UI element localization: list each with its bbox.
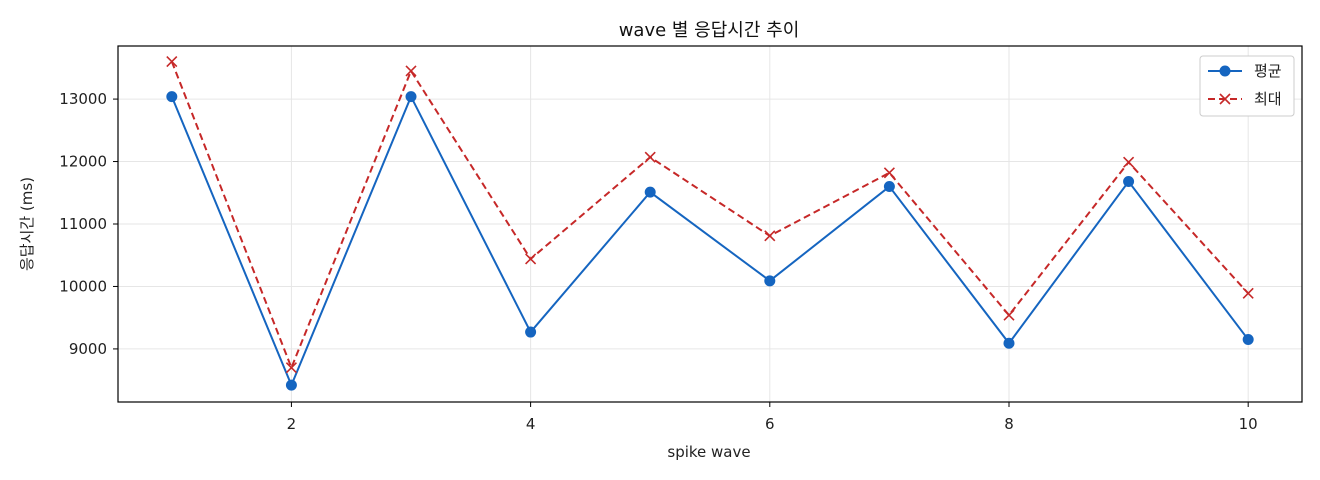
x-axis-label: spike wave (667, 443, 750, 461)
data-point (405, 91, 417, 103)
data-point (525, 253, 537, 265)
data-point (883, 181, 895, 193)
data-point (1003, 309, 1015, 321)
legend-item: 평균 (1208, 62, 1282, 80)
x-marker-stroke (644, 151, 656, 163)
x-marker-stroke (1242, 287, 1254, 299)
data-point (405, 65, 417, 77)
data-point (764, 275, 776, 287)
x-axis-ticks: 2 4 6 8 10 (287, 402, 1258, 433)
legend-label: 평균 (1254, 62, 1282, 80)
data-point (1003, 337, 1015, 349)
x-marker-stroke (285, 362, 297, 374)
x-marker-stroke (883, 167, 895, 179)
legend-marker (1219, 93, 1231, 105)
series-line (170, 61, 1249, 371)
grid (118, 46, 1302, 402)
y-axis-ticks: 9000 10000 11000 12000 13000 (59, 90, 118, 358)
chart-title: wave 별 응답시간 추이 (619, 20, 800, 41)
y-tick-label: 13000 (59, 90, 107, 108)
x-marker-stroke (764, 230, 776, 242)
series-line (170, 94, 1249, 388)
data-point (1242, 287, 1254, 299)
data-point (1123, 176, 1135, 188)
x-marker-stroke (525, 253, 537, 265)
legend-marker (1219, 65, 1231, 77)
x-tick-label: 8 (1004, 415, 1014, 433)
y-tick-label: 12000 (59, 153, 107, 171)
data-point (166, 91, 178, 103)
y-tick-label: 10000 (59, 277, 107, 295)
data-point (285, 379, 297, 391)
data-point (644, 151, 656, 163)
legend-label: 최대 (1254, 90, 1282, 108)
series-2 (166, 56, 1254, 374)
y-tick-label: 9000 (69, 340, 107, 358)
x-marker-stroke (166, 56, 178, 68)
x-marker-stroke (1123, 156, 1135, 168)
y-tick-label: 11000 (59, 215, 107, 233)
series-group (166, 56, 1254, 391)
data-point (1123, 156, 1135, 168)
legend-item: 최대 (1208, 90, 1282, 108)
data-point (883, 167, 895, 179)
x-tick-label: 6 (765, 415, 775, 433)
data-point (764, 230, 776, 242)
x-tick-label: 10 (1239, 415, 1258, 433)
data-point (166, 56, 178, 68)
x-marker-stroke (1219, 93, 1231, 105)
data-point (525, 326, 537, 338)
data-point (644, 186, 656, 198)
x-tick-label: 4 (526, 415, 536, 433)
data-point (285, 362, 297, 374)
x-marker-stroke (1003, 309, 1015, 321)
x-marker-stroke (405, 65, 417, 77)
x-tick-label: 2 (287, 415, 297, 433)
data-point (1242, 334, 1254, 346)
y-axis-label: 응답시간 (ms) (18, 177, 36, 271)
series-1 (166, 91, 1254, 391)
